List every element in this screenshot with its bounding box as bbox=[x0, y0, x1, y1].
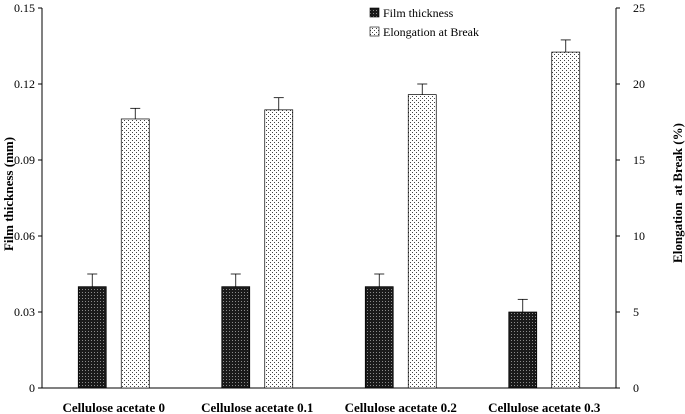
y-axis-right-title: Elongation at Break (%) bbox=[670, 123, 685, 263]
x-category-label: Cellulose acetate 0.3 bbox=[488, 400, 601, 414]
legend-swatch-film-thickness bbox=[369, 7, 380, 18]
y-left-tick-label: 0.03 bbox=[14, 305, 35, 319]
labels: 0 0.03 0.06 0.09 0.12 0.15 0 5 10 15 20 25 Cellulose… bbox=[14, 1, 645, 414]
legend-label-elongation: Elongation at Break bbox=[383, 25, 479, 39]
bar-elongation bbox=[120, 118, 150, 389]
bar-elongation bbox=[551, 51, 581, 389]
legend-swatch-elongation bbox=[369, 26, 380, 37]
y-right-tick-label: 15 bbox=[633, 153, 645, 167]
y-right-tick-label: 20 bbox=[633, 77, 645, 91]
x-category-label: Cellulose acetate 0 bbox=[62, 400, 165, 414]
y-right-tick-label: 5 bbox=[633, 305, 639, 319]
legend-label-film-thickness: Film thickness bbox=[383, 6, 454, 20]
bar-film-thickness bbox=[221, 286, 251, 389]
y-left-tick-label: 0.06 bbox=[14, 229, 35, 243]
y-axis-left-title: Film thickness (mm) bbox=[1, 137, 16, 251]
bar-film-thickness bbox=[508, 311, 538, 389]
legend: Film thickness Elongation at Break bbox=[369, 6, 479, 39]
x-category-label: Cellulose acetate 0.2 bbox=[345, 400, 457, 414]
bar-film-thickness bbox=[364, 286, 394, 389]
y-left-tick-label: 0.09 bbox=[14, 153, 35, 167]
y-left-tick-label: 0 bbox=[29, 381, 35, 395]
y-left-tick-label: 0.15 bbox=[14, 1, 35, 15]
bar-elongation bbox=[407, 94, 437, 389]
bars bbox=[77, 39, 581, 389]
y-right-tick-label: 25 bbox=[633, 1, 645, 15]
y-right-tick-label: 10 bbox=[633, 229, 645, 243]
bar-elongation bbox=[264, 109, 294, 389]
bar-film-thickness bbox=[77, 286, 107, 389]
y-left-tick-label: 0.12 bbox=[14, 77, 35, 91]
x-category-label: Cellulose acetate 0.1 bbox=[201, 400, 313, 414]
y-right-tick-label: 0 bbox=[633, 381, 639, 395]
